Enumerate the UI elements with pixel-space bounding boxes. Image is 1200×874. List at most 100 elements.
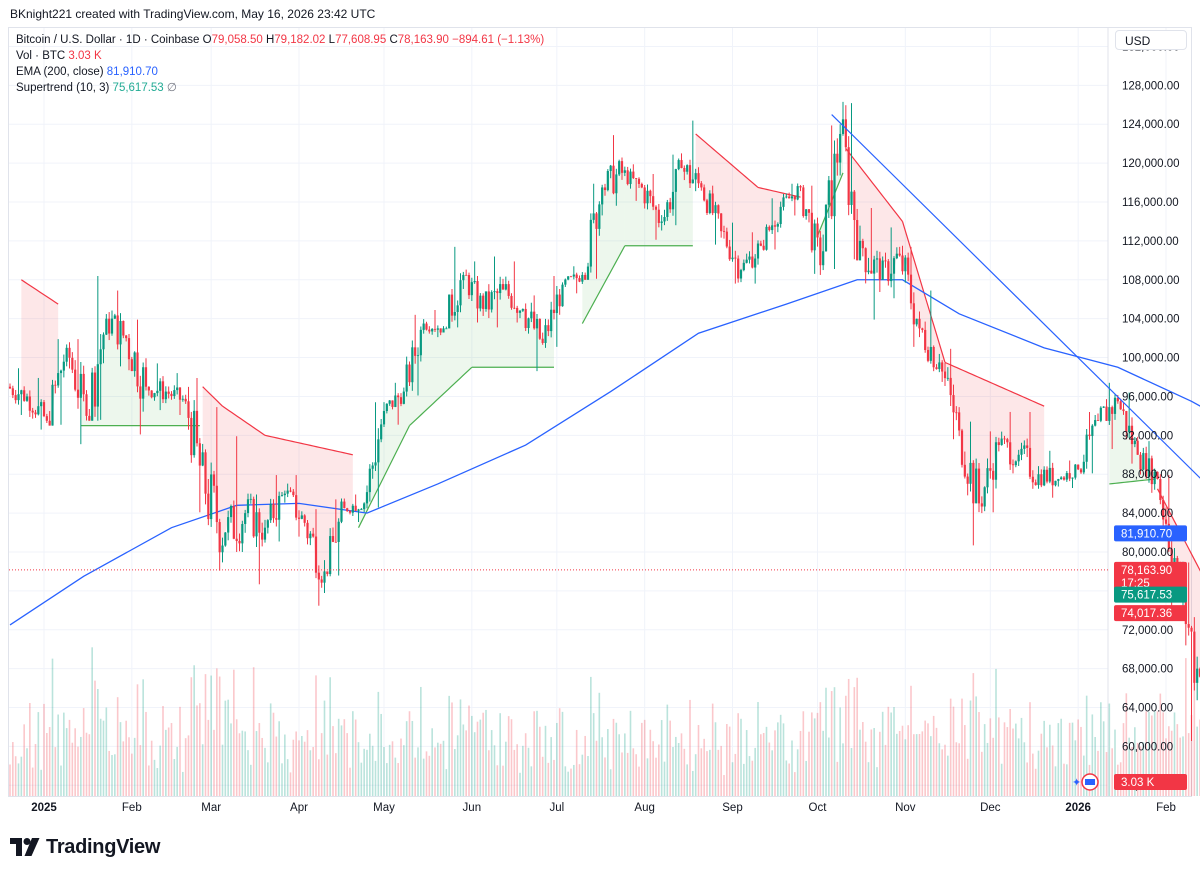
candle-body bbox=[428, 329, 431, 332]
candle-body bbox=[139, 386, 142, 399]
volume-bar bbox=[218, 676, 221, 796]
candle-body bbox=[1162, 499, 1165, 520]
candle-body bbox=[346, 508, 349, 511]
volume-bar bbox=[99, 718, 102, 796]
volume-bar bbox=[910, 685, 912, 796]
candle-body bbox=[1116, 397, 1119, 402]
candle-body bbox=[652, 196, 655, 207]
volume-bar bbox=[1128, 737, 1130, 796]
downtrend-line bbox=[831, 114, 1200, 479]
candle-body bbox=[530, 311, 533, 319]
candle-body bbox=[195, 410, 199, 444]
candle-body bbox=[1108, 407, 1111, 421]
candle-body bbox=[479, 295, 482, 309]
candle-body bbox=[660, 221, 663, 223]
candle-body bbox=[422, 323, 425, 330]
candle-body bbox=[782, 197, 785, 207]
candle-body bbox=[68, 347, 71, 358]
volume-bar bbox=[867, 762, 870, 796]
volume-bar bbox=[808, 731, 810, 796]
volume-bar bbox=[680, 733, 683, 796]
chart-frame[interactable] bbox=[8, 27, 1192, 797]
currency-selector[interactable]: USD bbox=[1115, 30, 1187, 50]
legend-ema[interactable]: EMA (200, close) 81,910.70 bbox=[16, 64, 544, 80]
candle-body bbox=[813, 223, 816, 251]
legend-volume[interactable]: Vol · BTC 3.03 K bbox=[16, 48, 544, 64]
volume-bar bbox=[488, 750, 490, 796]
volume-bar bbox=[932, 715, 935, 796]
volume-bar bbox=[179, 706, 181, 796]
candle-body bbox=[286, 490, 289, 494]
candle-body bbox=[1147, 458, 1151, 477]
candles bbox=[8, 101, 1200, 741]
candle-body bbox=[714, 205, 717, 214]
candle-body bbox=[612, 165, 615, 194]
candle-body bbox=[700, 183, 703, 188]
candle-body bbox=[1139, 454, 1142, 470]
candle-body bbox=[405, 364, 408, 392]
candle-body bbox=[833, 153, 836, 217]
candle-body bbox=[470, 282, 473, 296]
volume-bar bbox=[524, 733, 527, 796]
candle-body bbox=[912, 303, 915, 325]
candle-body bbox=[793, 196, 796, 200]
volume-bar bbox=[1190, 715, 1193, 796]
candle-body bbox=[734, 257, 737, 259]
candle-body bbox=[533, 311, 536, 329]
candle-body bbox=[1068, 473, 1071, 479]
volume-bar bbox=[989, 718, 992, 796]
volume-bar bbox=[414, 757, 416, 796]
time-axis-label: Jul bbox=[549, 802, 564, 814]
candle-body bbox=[28, 396, 31, 411]
volume-bar bbox=[17, 763, 20, 796]
candle-body bbox=[737, 258, 740, 279]
volume-bar bbox=[71, 742, 74, 796]
candle-body bbox=[861, 240, 864, 249]
candle-body bbox=[391, 400, 394, 407]
candle-body bbox=[561, 284, 564, 307]
legend-change: −894.61 (−1.13%) bbox=[452, 34, 545, 46]
candle-body bbox=[527, 318, 530, 328]
volume-bar bbox=[114, 754, 116, 796]
candle-body bbox=[1096, 420, 1100, 421]
candle-body bbox=[204, 452, 207, 494]
candle-body bbox=[71, 357, 74, 370]
volume-bar bbox=[774, 730, 776, 796]
candle-body bbox=[278, 495, 281, 520]
candle-body bbox=[184, 398, 187, 402]
volume-bar bbox=[1185, 658, 1187, 796]
volume-bar bbox=[876, 767, 878, 796]
volume-bar bbox=[598, 692, 601, 796]
volume-bar bbox=[754, 747, 756, 796]
volume-bar bbox=[1142, 742, 1145, 796]
tradingview-logo[interactable]: TradingView bbox=[10, 836, 160, 858]
candle-body bbox=[20, 390, 23, 395]
candle-body bbox=[1026, 445, 1029, 448]
candle-body bbox=[450, 294, 454, 316]
volume-bar bbox=[799, 730, 802, 796]
candle-body bbox=[966, 476, 969, 484]
supertrend-badge: 75,617.53 bbox=[1114, 586, 1187, 603]
candle-body bbox=[1011, 464, 1015, 466]
candle-body bbox=[816, 223, 819, 238]
candle-body bbox=[745, 259, 748, 263]
volume-bar bbox=[221, 744, 224, 796]
volume-bar bbox=[252, 667, 255, 796]
candle-body bbox=[881, 260, 884, 280]
candle-body bbox=[388, 400, 391, 404]
event-sparkle-icon: ✦ bbox=[1072, 777, 1081, 789]
candle-body bbox=[569, 276, 573, 278]
legend-supertrend[interactable]: Supertrend (10, 3) 75,617.53 ∅ bbox=[16, 80, 544, 96]
candle-body bbox=[425, 323, 428, 330]
last-price-badge-bg bbox=[1114, 561, 1187, 590]
volume-bar bbox=[595, 740, 598, 796]
volume-bar bbox=[833, 687, 836, 796]
volume-bar bbox=[541, 756, 544, 796]
volume-bar bbox=[227, 699, 229, 796]
supertrend-segment bbox=[757, 186, 801, 198]
candle-body bbox=[853, 191, 856, 221]
legend-symbol[interactable]: Bitcoin / U.S. Dollar · 1D · Coinbase bbox=[16, 34, 200, 46]
volume-bar bbox=[496, 765, 499, 796]
supertrend-segment bbox=[845, 148, 903, 222]
